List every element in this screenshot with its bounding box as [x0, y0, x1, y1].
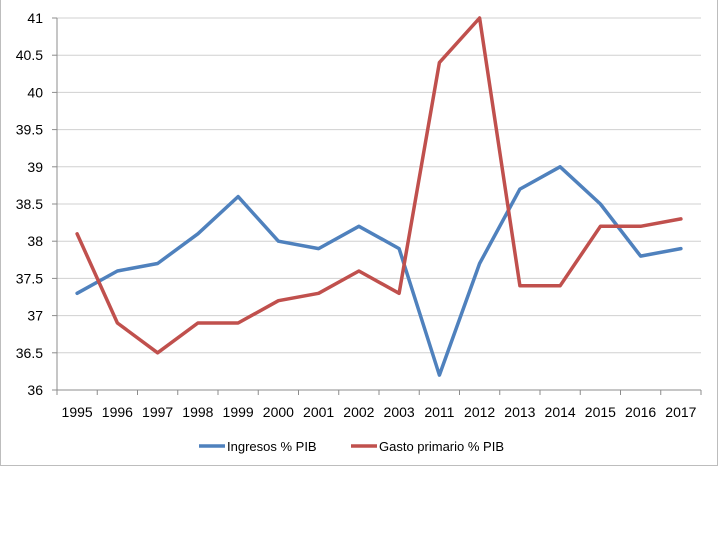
- y-tick-label: 37: [27, 308, 43, 324]
- series-lines: [75, 16, 683, 377]
- x-tick-label: 1998: [182, 404, 213, 420]
- gridlines: [52, 17, 701, 391]
- y-tick-labels: 36 36.5 37 37.5 38 38.5 39 39.5 40 40.5 41: [16, 10, 43, 398]
- y-tick-label: 39.5: [16, 122, 43, 138]
- axes: [56, 18, 702, 395]
- x-tick-label: 2014: [545, 404, 576, 420]
- legend: Ingresos % PIB Gasto primario % PIB: [199, 439, 504, 454]
- x-tick-label: 1997: [142, 404, 173, 420]
- y-tick-label: 36.5: [16, 345, 43, 361]
- x-tick-label: 1996: [102, 404, 133, 420]
- x-tick-label: 2003: [384, 404, 415, 420]
- x-tick-label: 2017: [665, 404, 696, 420]
- x-tick-label: 2013: [504, 404, 535, 420]
- y-tick-label: 36: [27, 382, 43, 398]
- series-line-1: [75, 165, 683, 377]
- y-tick-label: 38.5: [16, 196, 43, 212]
- y-tick-label: 40.5: [16, 47, 43, 63]
- x-tick-label: 2002: [343, 404, 374, 420]
- legend-label-1: Ingresos % PIB: [227, 439, 317, 454]
- x-tick-label: 1995: [62, 404, 93, 420]
- y-tick-label: 41: [27, 10, 43, 26]
- y-tick-label: 37.5: [16, 270, 43, 286]
- x-tick-labels: 1995 1996 1997 1998 1999 2000 2001 2002 2003 2011…: [62, 404, 697, 420]
- x-tick-label: 2011: [424, 404, 454, 420]
- y-tick-label: 40: [27, 84, 43, 100]
- y-tick-label: 39: [27, 159, 43, 175]
- x-tick-label: 2015: [585, 404, 616, 420]
- chart-frame: 36 36.5 37 37.5 38 38.5 39 39.5 40 40.5 41 1995 199…: [0, 0, 718, 466]
- series-line-2: [75, 16, 683, 355]
- legend-label-2: Gasto primario % PIB: [379, 439, 504, 454]
- x-tick-label: 1999: [223, 404, 254, 420]
- x-tick-label: 2000: [263, 404, 294, 420]
- x-tick-label: 2012: [464, 404, 495, 420]
- x-tick-label: 2016: [625, 404, 656, 420]
- y-tick-label: 38: [27, 233, 43, 249]
- x-tick-label: 2001: [303, 404, 334, 420]
